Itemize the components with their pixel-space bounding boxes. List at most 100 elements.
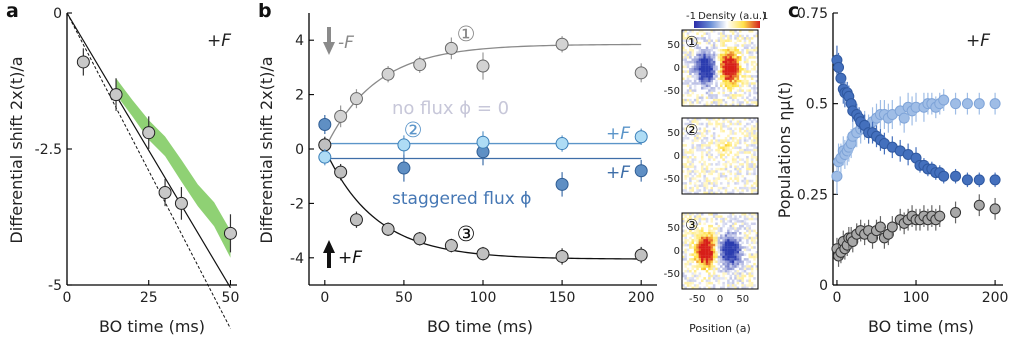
heatmap-cell — [717, 215, 721, 218]
heatmap-cell — [710, 49, 714, 52]
heatmap-cell — [686, 160, 690, 164]
heatmap-cell — [748, 236, 752, 240]
heatmap-cell — [682, 272, 685, 275]
heatmap-cell — [691, 258, 695, 261]
heatmap-cell — [686, 53, 690, 57]
heatmap-cell — [708, 41, 711, 45]
heatmap-cell — [739, 141, 742, 145]
heatmap-cell — [720, 127, 723, 131]
heatmap-cell — [753, 229, 756, 233]
heatmap-cell — [715, 46, 718, 50]
heatmap-cell — [705, 167, 709, 171]
heatmap-cell — [746, 68, 749, 71]
heatmap-cell — [722, 158, 725, 161]
heatmap-cell — [712, 272, 716, 275]
heatmap-cell — [710, 217, 714, 221]
heatmap-cell — [753, 151, 756, 154]
heatmap-cell — [727, 229, 730, 233]
heatmap-cell — [691, 53, 695, 57]
heatmap-cell — [729, 87, 733, 90]
heatmap-cell — [710, 96, 714, 100]
heatmap-cell — [727, 63, 730, 66]
heatmap-cell — [696, 70, 699, 73]
heatmap-cell — [696, 213, 699, 216]
heatmap-cell — [729, 49, 733, 52]
heatmap-cell — [755, 182, 759, 185]
heatmap-cell — [727, 144, 730, 147]
heatmap-cell — [727, 270, 730, 273]
heatmap-cell — [720, 217, 723, 221]
heatmap-cell — [746, 70, 749, 73]
heatmap-cell — [741, 79, 744, 83]
heatmap-cell — [686, 217, 690, 221]
circle-label-1: ① — [457, 22, 476, 46]
heatmap-cell — [696, 118, 699, 121]
heatmap-cell — [736, 239, 740, 242]
heatmap-cell — [712, 277, 716, 280]
heatmap-cell — [727, 220, 730, 223]
heatmap-cell — [722, 272, 725, 275]
heatmap-cell — [682, 39, 685, 43]
heatmap-cell — [710, 141, 714, 145]
heatmap-cell — [712, 141, 716, 145]
heatmap-cell — [686, 137, 690, 140]
heatmap-cell — [739, 51, 742, 54]
heatmap-cell — [731, 179, 735, 183]
heatmap-cell — [727, 227, 730, 230]
heatmap-cell — [705, 79, 709, 83]
heatmap-cell — [708, 232, 711, 235]
heatmap-cell — [727, 160, 730, 164]
heatmap-cell — [722, 94, 725, 97]
heatmap-cell — [734, 215, 737, 218]
heatmap-cell — [734, 53, 737, 57]
heatmap-cell — [722, 260, 725, 264]
heatmap-cell — [720, 72, 723, 76]
heatmap-cell — [696, 68, 699, 71]
heatmap-cell — [729, 144, 733, 147]
heatmap-cell — [689, 165, 692, 169]
heatmap-cell — [708, 89, 711, 92]
heatmap-cell — [708, 151, 711, 154]
heatmap-cell — [731, 118, 735, 121]
heatmap-cell — [717, 167, 721, 171]
heatmap-cell — [753, 217, 756, 221]
heatmap-cell — [708, 49, 711, 52]
heatmap-cell — [734, 165, 737, 169]
heatmap-cell — [727, 146, 730, 150]
heatmap-cell — [684, 144, 687, 147]
heatmap-cell — [710, 251, 714, 254]
heatmap-cell — [715, 251, 718, 254]
heatmap-cell — [729, 251, 733, 254]
heatmap-cell — [753, 153, 756, 157]
heatmap-cell — [682, 58, 685, 62]
heatmap-cell — [734, 175, 737, 178]
heatmap-cell — [698, 184, 702, 188]
heatmap-cell — [682, 101, 685, 104]
heatmap-cell — [710, 30, 714, 33]
heatmap-cell — [720, 253, 723, 256]
heatmap-cell — [727, 153, 730, 157]
heatmap-cell — [724, 39, 728, 43]
heatmap-cell — [696, 267, 699, 271]
heatmap-cell — [743, 148, 747, 152]
heatmap-cell — [684, 56, 687, 59]
heatmap-cell — [710, 75, 714, 78]
heatmap-cell — [708, 32, 711, 35]
heatmap-cell — [720, 34, 723, 38]
heatmap-cell — [705, 243, 709, 247]
heatmap-y-tick-label: 50 — [667, 40, 680, 51]
heatmap-cell — [691, 120, 695, 123]
heatmap-cell — [727, 34, 730, 38]
eta-light-point — [831, 170, 843, 182]
heatmap-cell — [753, 96, 756, 100]
heatmap-cell — [755, 132, 759, 135]
heatmap-cell — [750, 163, 754, 166]
heatmap-cell — [715, 222, 718, 226]
heatmap-cell — [722, 49, 725, 52]
heatmap-cell — [741, 165, 744, 169]
heatmap-cell — [755, 127, 759, 131]
heatmap-cell — [731, 60, 735, 64]
heatmap-cell — [729, 137, 733, 140]
heatmap-cell — [734, 51, 737, 54]
heatmap-cell — [703, 167, 706, 171]
